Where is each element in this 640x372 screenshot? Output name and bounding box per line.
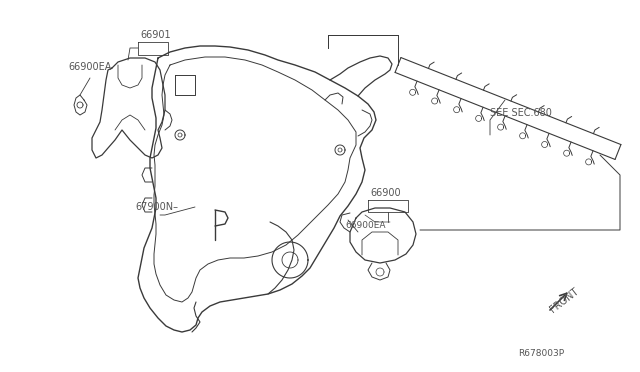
- Text: FRONT: FRONT: [548, 286, 580, 315]
- Text: 66901: 66901: [140, 30, 171, 40]
- Text: 66900: 66900: [370, 188, 401, 198]
- Text: 66900EA: 66900EA: [345, 221, 385, 230]
- Text: 66900EA: 66900EA: [68, 62, 111, 72]
- Text: R678003P: R678003P: [518, 349, 564, 358]
- Text: SEE SEC.680: SEE SEC.680: [490, 108, 552, 118]
- Text: 67900N–: 67900N–: [135, 202, 178, 212]
